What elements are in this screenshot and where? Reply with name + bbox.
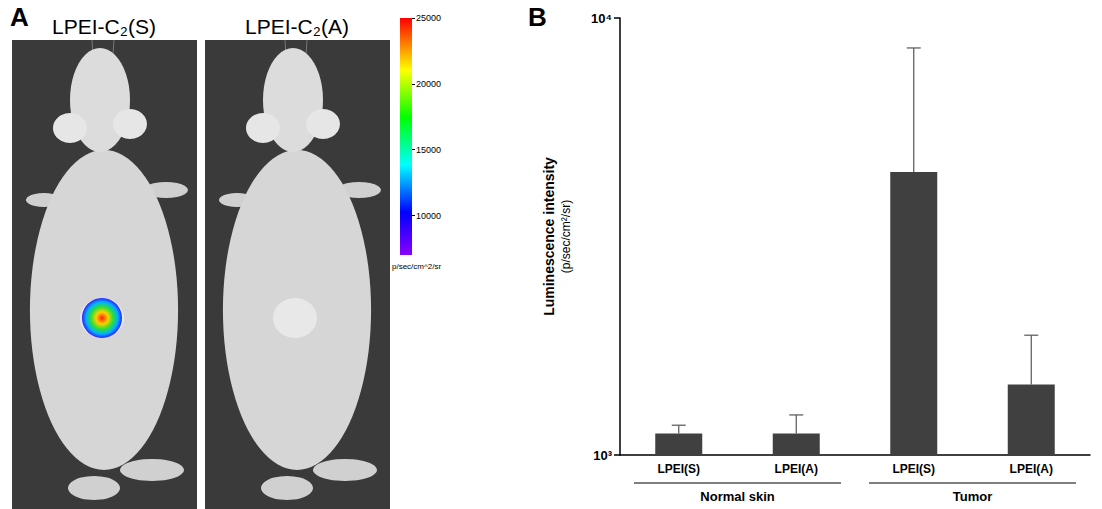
svg-text:Luminescence intensity: Luminescence intensity xyxy=(541,157,557,316)
svg-text:LPEI-C₂(A): LPEI-C₂(A) xyxy=(245,15,349,38)
svg-text:25000: 25000 xyxy=(416,13,441,23)
svg-text:LPEI(S): LPEI(S) xyxy=(657,462,700,476)
svg-text:LPEI-C₂(S): LPEI-C₂(S) xyxy=(52,15,156,38)
svg-text:10³: 10³ xyxy=(593,448,612,463)
svg-text:10000: 10000 xyxy=(416,211,441,221)
svg-text:10⁴: 10⁴ xyxy=(591,11,612,26)
svg-text:LPEI(S): LPEI(S) xyxy=(892,462,935,476)
svg-text:p/sec/cm^2/sr: p/sec/cm^2/sr xyxy=(392,262,441,271)
svg-text:LPEI(A): LPEI(A) xyxy=(1010,462,1053,476)
svg-text:LPEI(A): LPEI(A) xyxy=(775,462,818,476)
svg-text:15000: 15000 xyxy=(416,145,441,155)
svg-text:20000: 20000 xyxy=(416,79,441,89)
svg-text:B: B xyxy=(528,2,547,32)
svg-text:Normal skin: Normal skin xyxy=(700,489,774,504)
svg-text:A: A xyxy=(10,2,29,32)
svg-text:(p/sec/cm²/sr): (p/sec/cm²/sr) xyxy=(559,200,573,273)
svg-text:Tumor: Tumor xyxy=(953,489,992,504)
